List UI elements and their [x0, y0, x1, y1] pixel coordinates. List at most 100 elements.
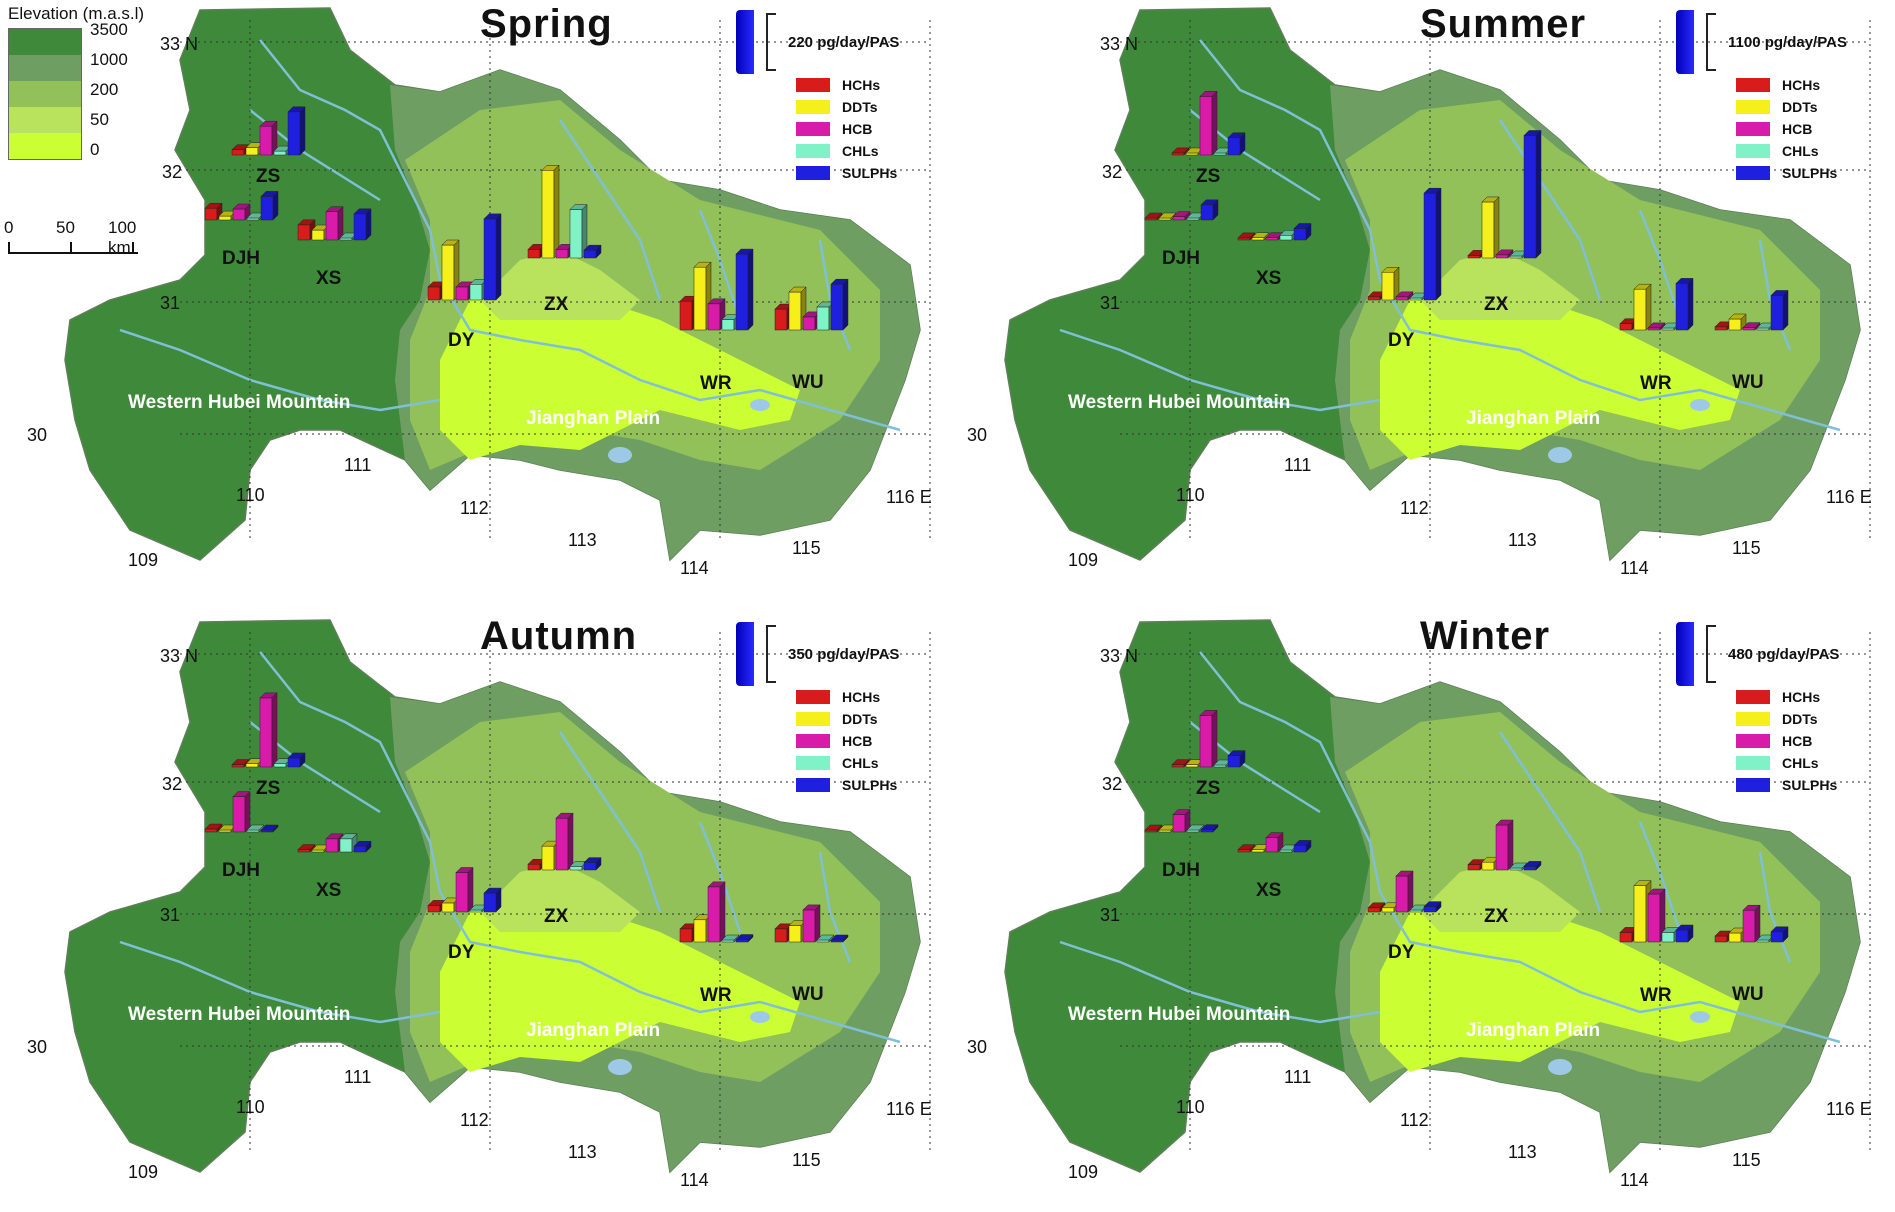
bar-xs-chls — [339, 833, 358, 853]
bar-wr-hcb — [1647, 888, 1666, 943]
legend-item-chls: CHLs — [796, 752, 897, 774]
bar-dy-sulphs — [483, 887, 502, 913]
site-bars-wu — [774, 278, 849, 331]
bar-dy-ddts — [1381, 266, 1400, 301]
legend-swatch — [1736, 78, 1770, 92]
bar-djh-sulphs — [260, 824, 279, 833]
longitude-label: 109 — [1068, 550, 1099, 570]
bar-djh-hchs — [1144, 824, 1163, 833]
bar-wu-ddts — [788, 919, 807, 943]
bar-djh-hchs — [204, 202, 223, 221]
legend-swatch — [1736, 712, 1770, 726]
legend-swatch — [796, 690, 830, 704]
longitude-label: 116 E — [886, 487, 932, 507]
bar-wu-chls — [816, 934, 835, 943]
bar-xs-ddts — [1251, 232, 1270, 241]
bar-zs-sulphs — [287, 106, 306, 156]
bar-zs-hchs — [231, 758, 250, 768]
river-3 — [1059, 940, 1381, 1024]
scale-label: 220 pg/day/PAS — [788, 33, 900, 51]
site-label-xs: XS — [316, 880, 342, 901]
site-bars-wu — [1714, 289, 1789, 331]
longitude-label: 116 E — [1826, 487, 1872, 507]
bar-wr-chls — [721, 934, 740, 943]
site-label-wu: WU — [792, 984, 824, 1005]
site-label-dy: DY — [448, 942, 475, 963]
longitude-label: 112 — [460, 1110, 489, 1130]
site-label-zx: ZX — [544, 294, 569, 315]
region-label-mountain: Western Hubei Mountain — [1068, 1004, 1291, 1025]
site-label-djh: DJH — [222, 860, 261, 881]
bar-dy-hcb — [455, 866, 474, 913]
site-label-zx: ZX — [1484, 294, 1509, 315]
site-bars-wu — [1714, 904, 1789, 943]
elevation-swatch — [9, 55, 81, 81]
site-bars-zs — [1171, 90, 1246, 156]
bar-djh-hcb — [1172, 210, 1191, 221]
panel-winter: Winter 33 N 32 31 30 109 110 111 112 113 114 115 116… — [940, 612, 1880, 1212]
scale-bar — [736, 622, 754, 686]
elevation-level-label: 200 — [90, 80, 119, 99]
lake — [1548, 447, 1572, 463]
scale-bracket — [1706, 625, 1716, 683]
legend-item-sulphs: SULPHs — [796, 774, 897, 796]
site-bars-djh — [1144, 199, 1219, 221]
site-label-wr: WR — [700, 373, 732, 394]
bar-scale-reference: 480 pg/day/PAS — [1676, 622, 1839, 686]
site-bars-dy — [427, 866, 502, 913]
legend-item-hcb: HCB — [796, 730, 897, 752]
compound-legend: HCHs DDTs HCB CHLs SULPHs — [1736, 74, 1837, 184]
bar-zx-sulphs — [1523, 129, 1542, 259]
bar-zx-hcb — [555, 812, 574, 871]
site-bars-zx — [527, 812, 602, 871]
longitude-label: 116 E — [1826, 1099, 1872, 1119]
bar-wu-hcb — [1742, 904, 1761, 943]
scale-label: 350 pg/day/PAS — [788, 645, 900, 663]
latitude-label: 31 — [160, 905, 181, 925]
bar-xs-hchs — [297, 843, 316, 853]
legend-label: HCB — [842, 121, 873, 137]
site-bars-xs — [1237, 222, 1312, 241]
site-bars-zx — [1467, 129, 1542, 259]
river-3 — [1059, 328, 1381, 412]
legend-swatch — [796, 734, 830, 748]
bar-wr-sulphs — [1675, 924, 1694, 943]
legend-swatch — [1736, 166, 1770, 180]
site-bars-zs — [231, 692, 306, 768]
compound-legend: HCHs DDTs HCB CHLs SULPHs — [796, 74, 897, 184]
longitude-label: 111 — [1284, 455, 1312, 475]
province-map — [1004, 619, 1871, 1174]
longitude-label: 115 — [792, 538, 821, 558]
longitude-label: 110 — [236, 1097, 265, 1117]
legend-label: HCB — [1782, 733, 1813, 749]
site-label-wr: WR — [1640, 985, 1672, 1006]
river-6 — [1758, 851, 1792, 963]
bar-wr-sulphs — [1675, 277, 1694, 331]
legend-item-sulphs: SULPHs — [796, 162, 897, 184]
elevation-level-label: 3500 — [90, 20, 128, 39]
longitude-label: 113 — [568, 1142, 597, 1162]
elevation-level-label: 50 — [90, 110, 109, 129]
bar-djh-chls — [1186, 824, 1205, 833]
site-bars-djh — [204, 791, 279, 833]
site-bars-dy — [1367, 870, 1442, 913]
bar-wu-sulphs — [1770, 289, 1789, 331]
longitude-label: 114 — [680, 558, 709, 578]
region-label-plain: Jianghan Plain — [526, 1020, 661, 1041]
site-label-wu: WU — [792, 372, 824, 393]
scale-bracket — [766, 13, 776, 71]
bar-djh-chls — [246, 824, 265, 833]
site-bar-layer — [204, 692, 849, 943]
site-bars-zx — [1467, 819, 1542, 871]
lake — [1690, 399, 1710, 411]
site-label-djh: DJH — [1162, 248, 1201, 269]
panel-summer: Summer 33 N 32 31 30 109 110 111 112 113 114 115 116… — [940, 0, 1880, 600]
bar-djh-sulphs — [1200, 199, 1219, 221]
bar-zs-sulphs — [1227, 132, 1246, 156]
legend-item-ddts: DDTs — [796, 708, 897, 730]
longitude-label: 115 — [1732, 1150, 1761, 1170]
site-bars-wr — [1619, 879, 1694, 943]
latitude-label: 32 — [1102, 162, 1123, 182]
legend-swatch — [796, 712, 830, 726]
longitude-label: 109 — [1068, 1162, 1099, 1182]
